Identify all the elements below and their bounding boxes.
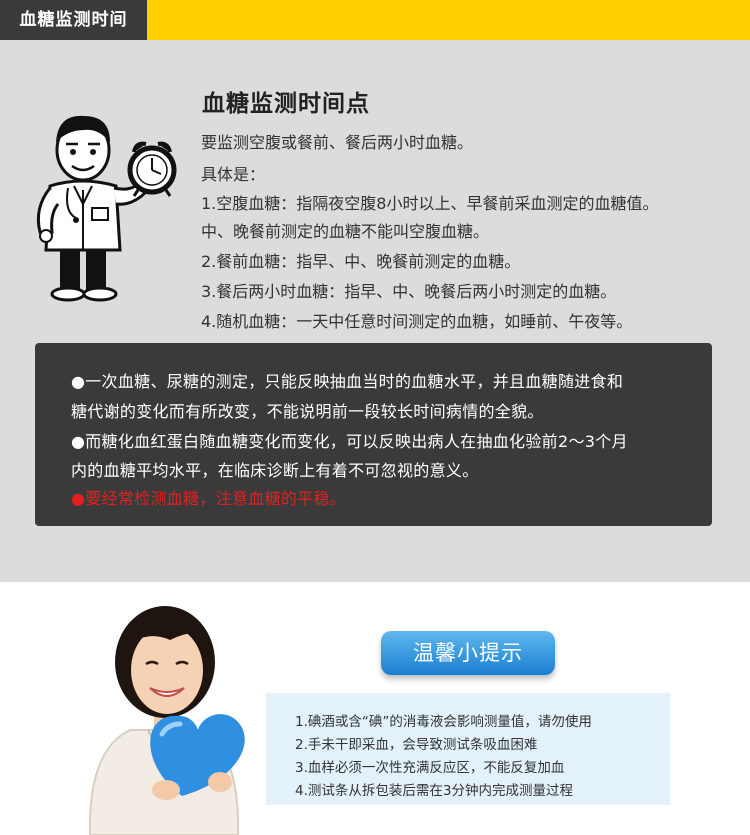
note-line: 糖代谢的变化而有所改变，不能说明前一段较长时间病情的全貌。: [71, 402, 544, 421]
warning-line: ●要经常检测血糖，注意血糖的平稳。: [71, 489, 347, 508]
tip-item: 4.测试条从拆包装后需在3分钟内完成测量过程: [295, 783, 573, 799]
doctor-clock-illustration: [36, 115, 177, 302]
tips-panel: 1.碘酒或含“碘”的消毒液会影响测量值，请勿使用 2.手未干即采血，会导致测试条…: [266, 693, 670, 805]
tip-item: 2.手未干即采血，会导致测试条吸血困难: [295, 737, 538, 753]
note-line: 内的血糖平均水平，在临床诊断上有着不可忽视的意义。: [71, 461, 479, 480]
note-line: ●一次血糖、尿糖的测定，只能反映抽血当时的血糖水平，并且血糖随进食和: [71, 372, 624, 391]
monitor-line: 3.餐后两小时血糖：指早、中、晚餐后两小时测定的血糖。: [201, 282, 617, 301]
monitor-title: 血糖监测时间点: [202, 91, 370, 117]
nurse-heart-illustration: [88, 606, 245, 835]
monitor-line: 要监测空腹或餐前、餐后两小时血糖。: [201, 133, 474, 152]
monitor-line: 2.餐前血糖：指早、中、晚餐前测定的血糖。: [201, 252, 521, 271]
monitor-line: 1.空腹血糖：指隔夜空腹8小时以上、早餐前采血测定的血糖值。: [201, 194, 659, 213]
monitor-line: 4.随机血糖：一天中任意时间测定的血糖，如睡前、午夜等。: [201, 312, 633, 331]
section-tab: 血糖监测时间: [0, 0, 147, 40]
monitor-line: 中、晚餐前测定的血糖不能叫空腹血糖。: [201, 222, 490, 241]
note-line: ●而糖化血红蛋白随血糖变化而变化，可以反映出病人在抽血化验前2～3个月: [71, 432, 628, 451]
monitor-line: 具体是：: [201, 165, 266, 184]
notes-panel: ●一次血糖、尿糖的测定，只能反映抽血当时的血糖水平，并且血糖随进食和 糖代谢的变…: [35, 343, 712, 526]
tips-badge: 温馨小提示: [381, 631, 555, 675]
tip-item: 1.碘酒或含“碘”的消毒液会影响测量值，请勿使用: [295, 714, 592, 730]
tip-item: 3.血样必须一次性充满反应区，不能反复加血: [295, 760, 565, 776]
header-bar: 血糖监测时间: [0, 0, 750, 40]
